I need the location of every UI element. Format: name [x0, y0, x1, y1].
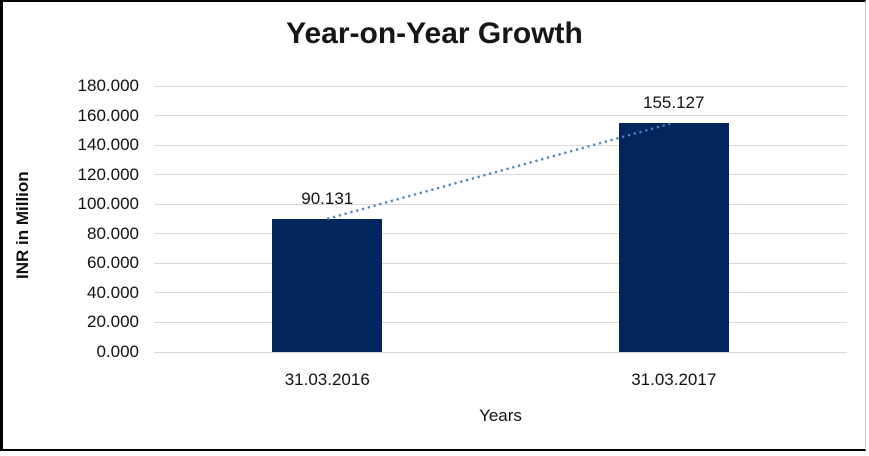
y-tick-label: 160.000 — [77, 105, 139, 125]
gridline — [154, 262, 847, 264]
y-tick-label: 140.000 — [77, 135, 139, 155]
gridline — [154, 85, 847, 87]
gridline — [154, 203, 847, 205]
category-label-2016: 31.03.2016 — [284, 370, 370, 389]
category-label-2017: 31.03.2017 — [631, 370, 717, 389]
y-tick-label: 20.000 — [87, 312, 139, 332]
gridline — [154, 351, 847, 353]
y-tick-label: 180.000 — [77, 76, 139, 95]
bar-31-03-2017[interactable] — [618, 122, 729, 352]
y-axis-title: INR in Million — [13, 171, 32, 279]
gridline — [154, 115, 847, 117]
gridline — [154, 233, 847, 235]
y-tick-label: 100.000 — [77, 194, 139, 214]
trendline — [326, 121, 675, 220]
bar-31-03-2016[interactable] — [272, 218, 383, 352]
gridline — [154, 174, 847, 176]
chart-title: Year-on-Year Growth — [286, 17, 583, 50]
x-axis-title: Years — [479, 406, 522, 425]
y-tick-label: 80.000 — [87, 223, 139, 243]
gridline — [154, 292, 847, 294]
data-label-2017: 155.127 — [643, 92, 705, 112]
y-tick-label: 120.000 — [77, 164, 139, 184]
gridline — [154, 321, 847, 323]
y-tick-label: 40.000 — [87, 282, 139, 302]
y-tick-label: 0.000 — [96, 342, 139, 361]
plot-area: 90.131 155.127 — [154, 85, 847, 353]
y-tick-label: 60.000 — [87, 253, 139, 273]
gridline — [154, 144, 847, 146]
data-label-2016: 90.131 — [301, 188, 354, 208]
